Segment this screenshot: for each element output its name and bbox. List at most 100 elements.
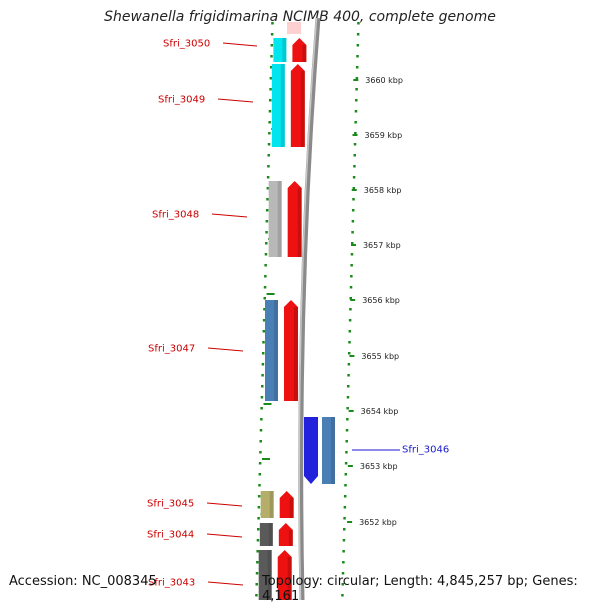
gene-label[interactable]: Sfri_3046: [402, 445, 449, 456]
cog-shade: [277, 181, 282, 257]
tick-dot: [347, 352, 351, 355]
tick-dot: [257, 528, 260, 531]
tick-dot: [354, 132, 357, 135]
tick-dot: [353, 143, 357, 146]
tick-dot: [348, 341, 351, 344]
gene-label[interactable]: Sfri_3049: [158, 95, 205, 106]
tick-dot: [258, 462, 262, 465]
tick-dot: [270, 33, 274, 36]
gene-label[interactable]: Sfri_3044: [147, 530, 194, 541]
tick-dot: [355, 88, 358, 91]
tick-dot: [267, 143, 271, 146]
gene-label[interactable]: Sfri_3045: [147, 499, 194, 510]
tick-dot: [261, 385, 264, 388]
label-leader: [207, 581, 244, 586]
tick-dot: [257, 506, 261, 509]
tick-dot: [269, 77, 273, 80]
ruler-label: 3656 kbp: [362, 296, 400, 305]
label-leader: [222, 42, 258, 47]
ruler-tick: [347, 465, 353, 467]
forward-arrow: [278, 523, 293, 546]
tick-dot: [259, 429, 263, 432]
tick-dot: [356, 55, 359, 58]
cog-block: [322, 417, 335, 484]
tick-dot: [351, 231, 354, 234]
gene-sfri-3047[interactable]: [264, 300, 298, 401]
forward-arrow: [292, 38, 307, 62]
label-leader: [206, 533, 243, 538]
tick-dot: [267, 154, 270, 157]
gene-label[interactable]: Sfri_3047: [148, 344, 195, 355]
tick-dot: [257, 495, 261, 498]
ruler-label: 3658 kbp: [364, 186, 402, 195]
tick-dot: [354, 121, 357, 124]
tick-dot: [341, 572, 345, 575]
cog-shade: [269, 491, 274, 518]
tick-dot: [352, 176, 356, 179]
tick-dot: [347, 374, 350, 377]
gene-label[interactable]: Sfri_3048: [152, 210, 199, 221]
tick-dot: [260, 396, 264, 399]
tick-dot: [270, 55, 273, 58]
tick-dot: [262, 341, 265, 344]
gene-sfri-3048[interactable]: [268, 181, 302, 257]
ruler-label: 3653 kbp: [360, 462, 398, 471]
tick-dot: [342, 550, 345, 553]
gene-sfri-3049[interactable]: [271, 64, 305, 147]
tick-dot: [348, 330, 352, 333]
tick-dot: [261, 352, 265, 355]
label-leader: [211, 213, 248, 218]
tick-dot: [344, 462, 348, 465]
gene-sfri-3043[interactable]: [258, 550, 292, 600]
forward-arrow: [279, 491, 294, 518]
tick-dot: [341, 583, 344, 586]
tick-dot: [349, 308, 352, 311]
gene-label[interactable]: Sfri_3050: [163, 39, 210, 50]
cog-block: [273, 38, 287, 62]
gene-labels: Sfri_3050 Sfri_3049 Sfri_3048 Sfri_3047 Sfri…: [147, 39, 449, 589]
backbone-highlight: [298, 17, 318, 600]
tick-dot: [345, 429, 349, 432]
tick-dot: [345, 451, 348, 454]
label-leader: [217, 98, 254, 103]
tick-dot: [265, 220, 269, 223]
tick-dot: [351, 220, 355, 223]
arrow-shade: [293, 307, 298, 401]
gene-sfri-3046[interactable]: [304, 417, 335, 484]
tick-dot: [356, 33, 360, 36]
tick-dot: [267, 165, 270, 168]
tick-dot: [350, 264, 353, 267]
ruler-tick: [350, 244, 356, 246]
gene-sfri-3045[interactable]: [260, 491, 294, 518]
ruler-label: 3652 kbp: [359, 518, 397, 527]
cog-block: [259, 523, 273, 546]
forward-arrow: [283, 300, 298, 401]
tick-dash: [263, 403, 272, 405]
cog-block: [264, 300, 278, 401]
cog-block: [271, 64, 285, 147]
forward-arrow: [277, 550, 292, 600]
gene-sfri-3044[interactable]: [259, 523, 293, 546]
gene-sfri-3050[interactable]: [273, 38, 307, 62]
ruler-label: 3660 kbp: [365, 76, 403, 85]
tick-dot: [346, 418, 349, 421]
tick-dot: [344, 484, 347, 487]
gene-label[interactable]: Sfri_3043: [148, 578, 195, 589]
tick-dot: [256, 550, 259, 553]
tick-dot: [255, 594, 258, 597]
cog-block: [268, 181, 282, 257]
tick-dot: [268, 121, 271, 124]
tick-dot: [262, 319, 266, 322]
tick-dot: [343, 495, 347, 498]
ruler-tick: [350, 299, 356, 301]
tick-dot: [269, 99, 272, 102]
tick-dot: [350, 275, 353, 278]
cog-shade: [331, 417, 335, 484]
tick-dot: [257, 517, 260, 520]
tick-dot: [268, 132, 271, 135]
tick-dot: [355, 99, 358, 102]
tick-dot: [258, 473, 262, 476]
tick-dot: [255, 572, 259, 575]
tick-dot: [270, 44, 274, 47]
